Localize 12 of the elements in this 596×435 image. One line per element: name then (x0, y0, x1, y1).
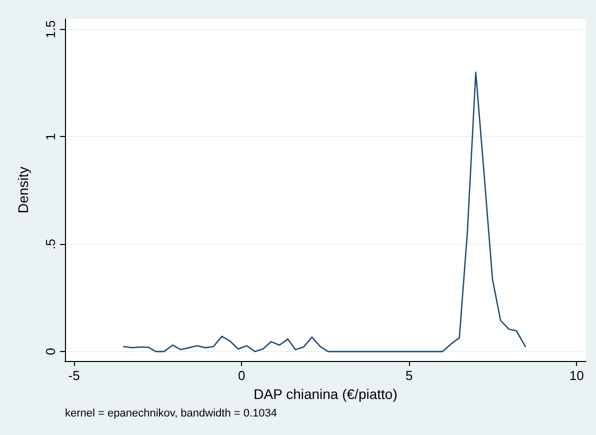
line-series (122, 72, 526, 352)
y-tick-label: 0 (43, 348, 58, 356)
y-tick-label: 1.5 (43, 20, 58, 38)
text: kernel = epanechnikov, bandwidth = 0.1034 (65, 408, 278, 420)
x-tick-label: -5 (68, 368, 80, 383)
y-tick-label: 1 (43, 133, 58, 140)
x-tick-label: 0 (238, 368, 246, 383)
y-tick-label: .5 (43, 238, 58, 250)
y-axis-title: Density (15, 166, 31, 214)
x-axis-title: DAP chianina (€/piatto) (254, 386, 398, 402)
x-tick-label: 5 (405, 368, 413, 383)
x-tick-label: 10 (569, 368, 584, 383)
